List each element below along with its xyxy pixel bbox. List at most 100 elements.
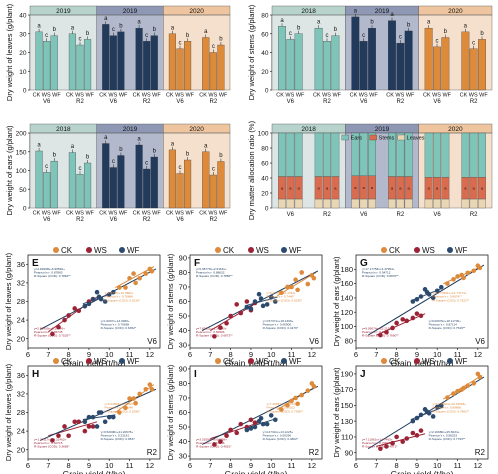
- panel-G-point-wf: [434, 288, 440, 294]
- panel-F-point-wf: [256, 291, 262, 297]
- panel-H-legend-marker: [86, 358, 92, 364]
- panel-C-year-label: 2019: [123, 126, 138, 133]
- panel-F-legend-label: WF: [289, 246, 302, 255]
- panel-D-segment-letter: a: [298, 185, 301, 190]
- panel-H-point-wf: [110, 414, 116, 420]
- panel-C-treatment-labels: CK WS WF: [199, 211, 228, 217]
- panel-J-equation-wf: R-Square (COD): 0.7793**: [429, 437, 466, 441]
- panel-B-year-label: 2019: [375, 8, 390, 15]
- panel-B-signif-letter: c: [289, 31, 292, 37]
- panel-F-equation-wf: y=4.57371x+18.1366+: [263, 319, 294, 323]
- panel-G-legend-marker: [414, 247, 420, 253]
- panel-G-xtick-label: 7: [374, 350, 378, 359]
- panel-A-signif-letter: c: [112, 27, 115, 33]
- panel-D-stack-segment: [323, 132, 331, 177]
- panel-B-ytick-label: 60: [261, 31, 269, 38]
- panel-B-treatment-labels: CK WS WF: [386, 93, 415, 99]
- panel-J-point-wf: [434, 404, 440, 410]
- panel-G-point-wf: [422, 287, 428, 292]
- panel-J-equation-wf: Pearson's r: 0.88253: [429, 434, 458, 438]
- panel-B-signif-letter: c: [399, 35, 402, 41]
- panel-A-bar: [202, 37, 210, 91]
- panel-H-point-ck: [117, 410, 122, 415]
- panel-G-equation-ck: y=11.77801x+12.74774+: [433, 291, 467, 295]
- panel-H-point-wf: [82, 419, 88, 425]
- panel-F-equation-ws: Pearson's r: 0.82906: [196, 330, 225, 334]
- panel-C-treatment-labels: CK WS WF: [99, 211, 128, 217]
- panel-D-segment-letter: a: [354, 185, 357, 190]
- panel-A-signif-letter: c: [145, 33, 148, 39]
- panel-E-fit-line-all: [39, 268, 157, 330]
- panel-J-point-ws: [394, 434, 399, 440]
- panel-G-stage: V6: [475, 337, 485, 346]
- panel-J-point-ck: [445, 395, 450, 400]
- panel-F-xtick-label: 12: [308, 350, 316, 359]
- panel-B-bar: [286, 39, 295, 91]
- panel-G-equation-ws: R-Square (COD): 0.7660**: [362, 334, 399, 338]
- panel-E-legend-marker: [86, 247, 92, 253]
- panel-A-bar: [217, 44, 225, 91]
- panel-E-point-ws: [62, 317, 67, 323]
- panel-D-stage-label: V6: [287, 212, 295, 218]
- panel-B-signif-letter: b: [334, 27, 338, 33]
- panel-D-stack-segment: [351, 198, 360, 209]
- panel-B-signif-letter: a: [464, 23, 468, 29]
- panel-J-ytick-label: 110: [341, 433, 353, 442]
- panel-G-equation-ws: y=9.09074x+15.2156+: [362, 326, 393, 330]
- panel-E-point-ck: [149, 268, 155, 274]
- panel-E-ytick-label: 20: [17, 334, 25, 343]
- panel-E-equation-all: Pearson's r: 0.87883: [34, 270, 63, 274]
- panel-H-equation-ws: Pearson's r: 0.60715: [34, 441, 63, 445]
- panel-C-stage-label: V6: [176, 217, 184, 223]
- panel-J-ytick-label: 150: [340, 401, 353, 410]
- panel-H-point-ck: [133, 400, 138, 406]
- panel-J-ytick-label: 90: [345, 448, 353, 457]
- panel-J-equation-ws: Pearson's r: 0.70506: [362, 441, 391, 445]
- panel-A-signif-letter: a: [204, 29, 208, 35]
- panel-J-legend-label: CK: [389, 357, 401, 366]
- panel-A-bar: [84, 39, 92, 91]
- panel-H-point-ck: [131, 396, 136, 401]
- panel-G-xlabel: Grain yield (t/ha): [391, 358, 454, 368]
- panel-A-stage-label: R2: [209, 99, 217, 105]
- panel-C-signif-letter: c: [79, 166, 82, 172]
- panel-D-segment-letter: a: [436, 186, 439, 191]
- panel-A-signif-letter: a: [37, 23, 41, 29]
- panel-D-stack-segment: [469, 132, 478, 178]
- panel-E-ytick-label: 28: [17, 297, 25, 306]
- panel-C-bar: [184, 159, 192, 209]
- panel-E-point-wf: [90, 296, 96, 302]
- panel-I-legend-label: WF: [289, 357, 302, 366]
- panel-B-bar: [388, 20, 396, 91]
- panel-D-stage-label: R2: [323, 212, 331, 218]
- panel-A-year-frame: [163, 14, 231, 91]
- panel-E-legend-label: WF: [127, 246, 140, 255]
- panel-C-treatment-labels: CK WS WF: [33, 211, 62, 217]
- panel-C-bar: [76, 174, 84, 209]
- panel-H-point-ck: [147, 382, 153, 387]
- panel-C-signif-letter: a: [171, 141, 175, 147]
- panel-G-point-ck: [451, 277, 456, 282]
- panel-C-signif-letter: c: [45, 164, 48, 170]
- panel-B-bar: [331, 35, 340, 91]
- panel-E-point-ck: [127, 275, 132, 281]
- panel-H-xtick-label: 7: [46, 461, 50, 470]
- panel-F-equation-ck: y=5.10377x+9.4794+: [267, 291, 296, 295]
- panel-B-signif-letter: b: [444, 29, 448, 35]
- panel-I-xtick-label: 12: [308, 461, 316, 470]
- panel-H-point-ws: [56, 433, 61, 439]
- panel-F-point-ws: [228, 313, 233, 319]
- panel-A-signif-letter: c: [79, 37, 82, 43]
- panel-D-stage-label: V6: [433, 212, 441, 218]
- panel-C-bar: [209, 174, 217, 209]
- panel-B-bar: [314, 27, 323, 91]
- panel-B-signif-letter: a: [427, 20, 431, 26]
- panel-C-stage-label: R2: [76, 217, 84, 223]
- panel-I-fit-line-all: [201, 385, 319, 445]
- panel-E-equation-all: R-Square (COD): 0.7862**: [34, 274, 71, 278]
- panel-A-stage-label: V6: [43, 99, 51, 105]
- panel-I-point-wf: [268, 413, 274, 418]
- panel-G-ytick-label: 120: [340, 308, 353, 317]
- panel-I-point-ws: [248, 417, 254, 423]
